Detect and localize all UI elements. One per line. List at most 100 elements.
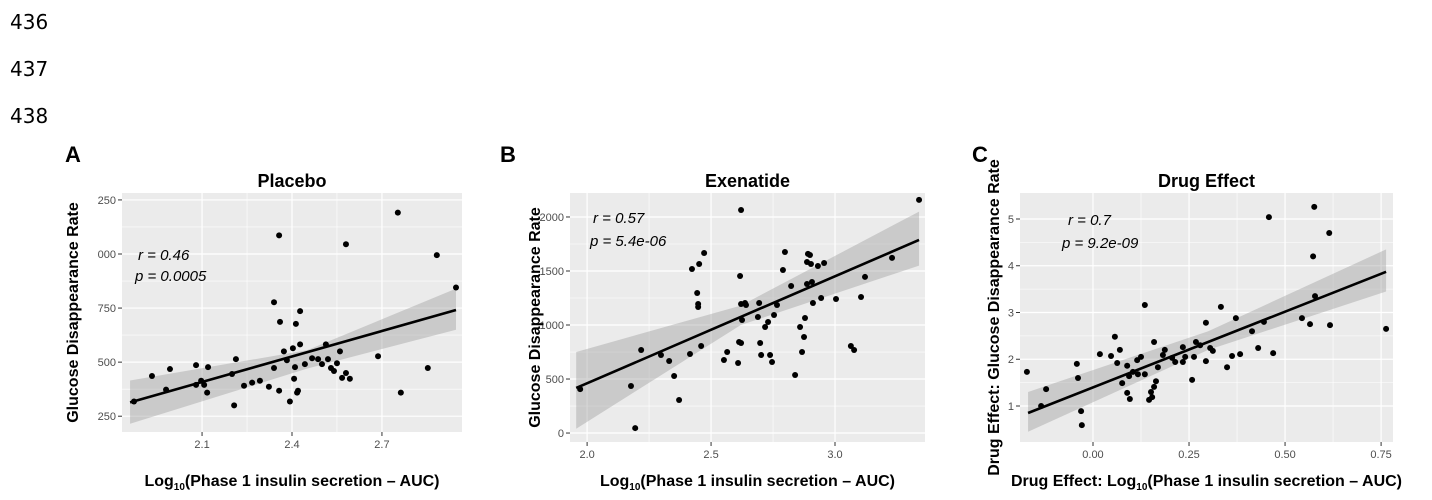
data-point [1209,347,1216,354]
x-tick-label: 0.25 [1178,449,1199,461]
data-point [818,295,825,302]
data-point [1172,359,1179,366]
data-point [1078,408,1085,415]
y-tick-label: 500 [98,357,116,369]
data-point [758,352,765,359]
data-point [309,355,316,362]
data-point [757,340,764,347]
data-point [1229,352,1236,359]
data-point [858,294,865,301]
data-point [1149,394,1156,401]
data-point [375,353,382,360]
panel-label: A [65,142,81,167]
confidence-band [576,211,920,429]
data-point [333,360,340,367]
data-point [265,383,272,390]
y-tick-label: 2 [1008,354,1014,366]
x-axis-label-part: Log [600,473,629,490]
data-point [803,280,810,287]
data-point [1147,388,1154,395]
y-tick-label: 4 [1008,261,1014,273]
data-point [1182,353,1189,360]
data-point [297,308,304,315]
x-axis-label-part: 10 [174,482,186,493]
y-tick-label: 500 [546,374,564,386]
y-axis-label: Drug Effect: Glucose Disappearance Rate [986,159,1003,476]
data-point [1224,364,1231,371]
data-point [1078,422,1085,429]
data-point [286,398,293,405]
data-point [738,340,745,347]
data-point [276,387,283,394]
data-point [701,249,708,256]
data-point [1326,230,1333,237]
data-point [241,382,248,389]
data-point [256,377,263,384]
x-axis-label-part: (Phase 1 insulin secretion – AUC) [1147,473,1402,490]
data-point [695,303,702,310]
data-point [166,366,173,373]
y-tick-label: 2000 [540,212,564,224]
data-point [797,323,804,330]
y-tick-label: 000 [98,249,116,261]
x-axis-label-part: Drug Effect: Log [1011,473,1136,490]
data-point [1265,214,1272,221]
data-point [1310,253,1317,260]
data-point [201,381,208,388]
line-number: 436 [10,10,48,34]
line-number: 438 [10,104,48,128]
data-point [336,348,343,355]
data-point [1232,315,1239,322]
chart-title: Exenatide [705,171,790,191]
data-point [1192,338,1199,345]
data-point [742,299,749,306]
y-tick-label: 1 [1008,401,1014,413]
y-axis-label: Glucose Disappearance Rate [527,207,544,428]
data-point [1179,359,1186,366]
data-point [1075,374,1082,381]
x-tick-label: 2.4 [284,439,299,451]
data-point [342,369,349,376]
data-point [1151,383,1158,390]
data-point [847,342,854,349]
data-point [1152,378,1159,385]
chart-title: Placebo [257,171,326,191]
data-point [148,372,155,379]
data-point [1217,303,1224,310]
data-point [739,317,746,324]
data-point [694,290,701,297]
data-point [1141,371,1148,378]
plot-layer [575,196,923,432]
x-tick-label: 2.7 [374,439,389,451]
x-tick-label: 0.50 [1274,449,1295,461]
data-point [1202,358,1209,365]
data-point [676,396,683,403]
data-point [802,314,809,321]
data-point [346,375,353,382]
plot-layer [1023,203,1390,432]
data-point [231,402,238,409]
data-point [792,372,799,379]
data-point [291,364,298,371]
panel: 2.0 2.5 3.0 0 500 1000 1500 2000 B Exenatide r = 0… [500,142,925,493]
data-point [249,379,256,386]
data-point [1161,346,1168,353]
data-point [1134,371,1141,378]
data-point [1116,346,1123,353]
data-point [1237,351,1244,358]
data-point [1126,395,1133,402]
panel: 2.1 2.4 2.7 250 500 750 000 250 A Placebo r = 0.46… [65,142,462,493]
data-point [1311,203,1318,210]
data-point [271,299,278,306]
data-point [1307,321,1314,328]
data-point [781,248,788,255]
data-point [315,356,322,363]
data-point [632,425,639,432]
data-point [769,359,776,366]
data-point [801,333,808,340]
data-point [1159,352,1166,359]
data-point [1073,360,1080,367]
data-point [754,314,761,321]
